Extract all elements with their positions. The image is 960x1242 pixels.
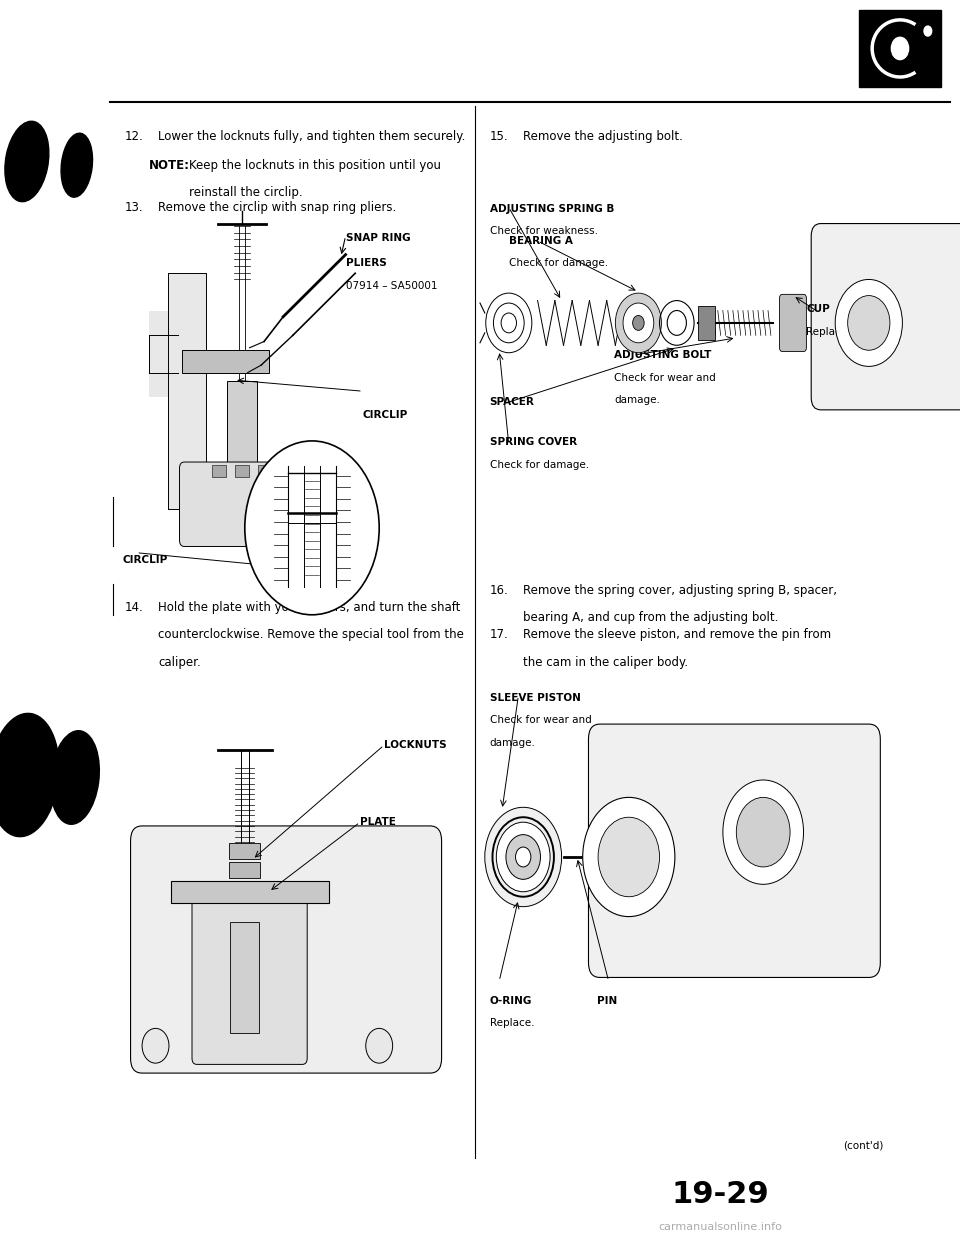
Text: Remove the spring cover, adjusting spring B, spacer,: Remove the spring cover, adjusting sprin… <box>523 584 837 596</box>
Text: PLATE: PLATE <box>360 817 396 827</box>
Text: ADJUSTING SPRING B: ADJUSTING SPRING B <box>490 204 614 214</box>
Text: O-RING: O-RING <box>490 996 532 1006</box>
Text: Check for damage.: Check for damage. <box>509 258 608 268</box>
Circle shape <box>633 315 644 330</box>
Text: LOCKNUTS: LOCKNUTS <box>384 740 446 750</box>
Text: NOTE:: NOTE: <box>149 159 190 171</box>
Circle shape <box>142 1028 169 1063</box>
Circle shape <box>623 303 654 343</box>
Text: damage.: damage. <box>614 395 660 405</box>
Circle shape <box>891 37 908 60</box>
Text: CUP: CUP <box>806 304 830 314</box>
Text: carmanualsonline.info: carmanualsonline.info <box>658 1222 782 1232</box>
Polygon shape <box>149 310 178 397</box>
Text: the cam in the caliper body.: the cam in the caliper body. <box>523 656 688 668</box>
Text: damage.: damage. <box>490 738 536 748</box>
Text: PLIERS: PLIERS <box>346 258 386 268</box>
Circle shape <box>366 1028 393 1063</box>
FancyBboxPatch shape <box>780 294 806 351</box>
FancyBboxPatch shape <box>131 826 442 1073</box>
Text: Lower the locknuts fully, and tighten them securely.: Lower the locknuts fully, and tighten th… <box>158 130 466 143</box>
Text: SPACER: SPACER <box>490 397 535 407</box>
FancyBboxPatch shape <box>258 465 272 477</box>
Text: caliper.: caliper. <box>158 656 202 668</box>
Text: Check for weakness.: Check for weakness. <box>490 226 597 236</box>
Text: 12.: 12. <box>125 130 144 143</box>
FancyBboxPatch shape <box>192 893 307 1064</box>
Circle shape <box>723 780 804 884</box>
Circle shape <box>598 817 660 897</box>
Circle shape <box>835 279 902 366</box>
Text: BEARING A: BEARING A <box>509 236 573 246</box>
Circle shape <box>615 293 661 353</box>
Text: ADJUSTING BOLT: ADJUSTING BOLT <box>614 350 711 360</box>
Ellipse shape <box>61 133 92 197</box>
FancyBboxPatch shape <box>171 881 329 903</box>
FancyBboxPatch shape <box>212 465 226 477</box>
Text: Check for wear and: Check for wear and <box>490 715 591 725</box>
FancyBboxPatch shape <box>859 10 941 87</box>
Ellipse shape <box>5 122 49 201</box>
Circle shape <box>506 835 540 879</box>
Text: CIRCLIP: CIRCLIP <box>123 555 168 565</box>
Ellipse shape <box>0 713 60 837</box>
Circle shape <box>924 26 931 36</box>
FancyBboxPatch shape <box>230 922 259 1033</box>
Text: Remove the adjusting bolt.: Remove the adjusting bolt. <box>523 130 684 143</box>
Text: Replace.: Replace. <box>490 1018 534 1028</box>
Text: CIRCLIP: CIRCLIP <box>363 410 408 420</box>
FancyBboxPatch shape <box>588 724 880 977</box>
Text: reinstall the circlip.: reinstall the circlip. <box>189 186 302 199</box>
Circle shape <box>485 807 562 907</box>
FancyBboxPatch shape <box>229 843 260 859</box>
Text: counterclockwise. Remove the special tool from the: counterclockwise. Remove the special too… <box>158 628 465 641</box>
Text: Check for damage.: Check for damage. <box>490 460 588 469</box>
FancyBboxPatch shape <box>698 306 715 340</box>
Text: 07914 – SA50001: 07914 – SA50001 <box>346 281 437 291</box>
Text: 13.: 13. <box>125 201 143 214</box>
Circle shape <box>496 822 550 892</box>
Text: Replace.: Replace. <box>806 327 851 337</box>
Text: 14.: 14. <box>125 601 144 614</box>
FancyBboxPatch shape <box>182 350 269 373</box>
Text: Keep the locknuts in this position until you: Keep the locknuts in this position until… <box>189 159 442 171</box>
FancyBboxPatch shape <box>227 381 257 474</box>
Text: bearing A, and cup from the adjusting bolt.: bearing A, and cup from the adjusting bo… <box>523 611 779 623</box>
Text: 16.: 16. <box>490 584 509 596</box>
Text: PIN: PIN <box>597 996 617 1006</box>
Text: Remove the circlip with snap ring pliers.: Remove the circlip with snap ring pliers… <box>158 201 396 214</box>
FancyBboxPatch shape <box>811 224 960 410</box>
FancyBboxPatch shape <box>180 462 274 546</box>
Text: Remove the sleeve piston, and remove the pin from: Remove the sleeve piston, and remove the… <box>523 628 831 641</box>
FancyBboxPatch shape <box>229 862 260 878</box>
Text: 19-29: 19-29 <box>671 1180 769 1210</box>
Circle shape <box>245 441 379 615</box>
Text: SLEEVE PISTON: SLEEVE PISTON <box>490 693 581 703</box>
Text: Hold the plate with your fingers, and turn the shaft: Hold the plate with your fingers, and tu… <box>158 601 461 614</box>
Text: 17.: 17. <box>490 628 509 641</box>
Text: (cont'd): (cont'd) <box>843 1140 883 1150</box>
Text: Check for wear and: Check for wear and <box>614 373 716 383</box>
Text: SPRING COVER: SPRING COVER <box>490 437 577 447</box>
Text: 15.: 15. <box>490 130 508 143</box>
Circle shape <box>736 797 790 867</box>
Circle shape <box>848 296 890 350</box>
Polygon shape <box>168 273 206 509</box>
Circle shape <box>583 797 675 917</box>
Text: SNAP RING: SNAP RING <box>346 233 410 243</box>
Ellipse shape <box>51 730 99 825</box>
Circle shape <box>516 847 531 867</box>
FancyBboxPatch shape <box>235 465 249 477</box>
